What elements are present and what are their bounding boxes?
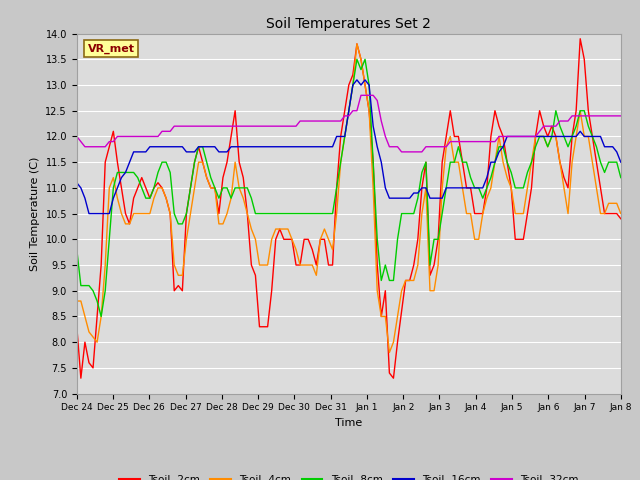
Legend: Tsoil -2cm, Tsoil -4cm, Tsoil -8cm, Tsoil -16cm, Tsoil -32cm: Tsoil -2cm, Tsoil -4cm, Tsoil -8cm, Tsoi… [115, 471, 583, 480]
Text: VR_met: VR_met [88, 44, 134, 54]
Y-axis label: Soil Temperature (C): Soil Temperature (C) [30, 156, 40, 271]
Title: Soil Temperatures Set 2: Soil Temperatures Set 2 [266, 17, 431, 31]
X-axis label: Time: Time [335, 418, 362, 428]
